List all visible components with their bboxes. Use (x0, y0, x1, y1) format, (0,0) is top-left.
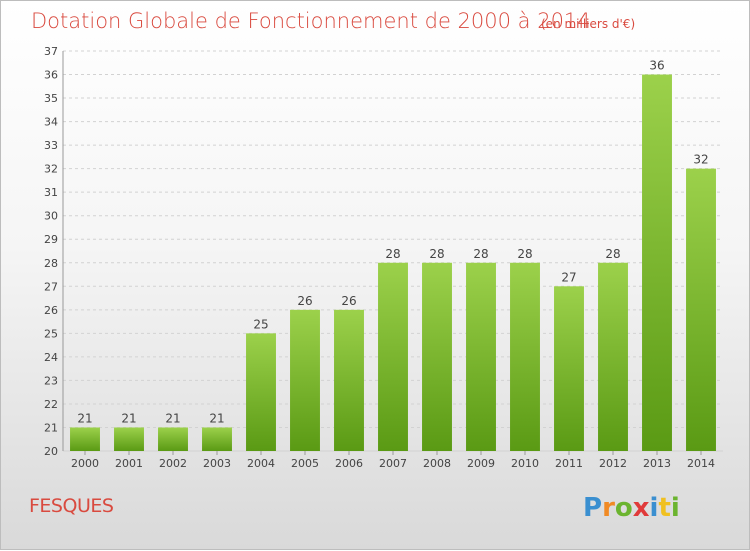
y-tick-label: 22 (44, 398, 58, 411)
bar-2000 (70, 427, 100, 451)
x-tick-label-2002: 2002 (159, 457, 187, 470)
x-tick-label-2006: 2006 (335, 457, 363, 470)
bar-2005 (290, 309, 320, 451)
y-tick-label: 26 (44, 304, 58, 317)
data-label-2013: 36 (649, 59, 664, 73)
bar-2013 (642, 74, 672, 451)
y-tick-label: 30 (44, 210, 58, 223)
y-tick-label: 33 (44, 139, 58, 152)
bar-2011 (554, 286, 584, 451)
y-tick-label: 36 (44, 69, 58, 82)
data-label-2011: 27 (561, 270, 576, 284)
bar-2007 (378, 262, 408, 451)
bar-2010 (510, 262, 540, 451)
x-tick-label-2010: 2010 (511, 457, 539, 470)
chart-unit: (en milliers d'€) (541, 17, 636, 31)
bar-2008 (422, 262, 452, 451)
data-label-2008: 28 (429, 247, 444, 261)
data-label-2005: 26 (297, 294, 312, 308)
y-tick-label: 37 (44, 45, 58, 58)
x-tick-label-2008: 2008 (423, 457, 451, 470)
data-label-2002: 21 (165, 411, 180, 425)
bar-2006 (334, 309, 364, 451)
y-tick-label: 32 (44, 163, 58, 176)
y-tick-label: 35 (44, 92, 58, 105)
y-tick-label: 24 (44, 351, 58, 364)
data-label-2012: 28 (605, 247, 620, 261)
data-label-2007: 28 (385, 247, 400, 261)
bar-2012 (598, 262, 628, 451)
data-label-2000: 21 (77, 411, 92, 425)
x-tick-label-2013: 2013 (643, 457, 671, 470)
bar-2014 (686, 168, 716, 451)
x-tick-label-2005: 2005 (291, 457, 319, 470)
bar-2004 (246, 333, 276, 451)
y-tick-label: 34 (44, 116, 58, 129)
data-label-2010: 28 (517, 247, 532, 261)
proxiti-logo: Proxiti (583, 493, 680, 523)
y-tick-label: 28 (44, 257, 58, 270)
y-tick-label: 27 (44, 280, 58, 293)
y-tick-label: 23 (44, 374, 58, 387)
data-label-2003: 21 (209, 411, 224, 425)
x-tick-label-2014: 2014 (687, 457, 715, 470)
data-label-2001: 21 (121, 411, 136, 425)
commune-name: FESQUES (29, 495, 114, 517)
x-tick-label-2009: 2009 (467, 457, 495, 470)
x-tick-label-2003: 2003 (203, 457, 231, 470)
data-label-2006: 26 (341, 294, 356, 308)
x-tick-label-2011: 2011 (555, 457, 583, 470)
bar-2001 (114, 427, 144, 451)
bar-2003 (202, 427, 232, 451)
bar-2002 (158, 427, 188, 451)
svg-text:Proxiti: Proxiti (583, 493, 680, 523)
y-tick-label: 29 (44, 233, 58, 246)
y-tick-label: 25 (44, 327, 58, 340)
bar-2009 (466, 262, 496, 451)
x-tick-label-2007: 2007 (379, 457, 407, 470)
y-tick-label: 20 (44, 445, 58, 458)
x-tick-label-2012: 2012 (599, 457, 627, 470)
y-tick-label: 31 (44, 186, 58, 199)
y-tick-label: 21 (44, 421, 58, 434)
x-tick-label-2004: 2004 (247, 457, 275, 470)
data-label-2014: 32 (693, 153, 708, 167)
chart-title: Dotation Globale de Fonctionnement de 20… (31, 9, 591, 33)
data-label-2004: 25 (253, 317, 268, 331)
x-tick-label-2000: 2000 (71, 457, 99, 470)
data-label-2009: 28 (473, 247, 488, 261)
x-tick-label-2001: 2001 (115, 457, 143, 470)
